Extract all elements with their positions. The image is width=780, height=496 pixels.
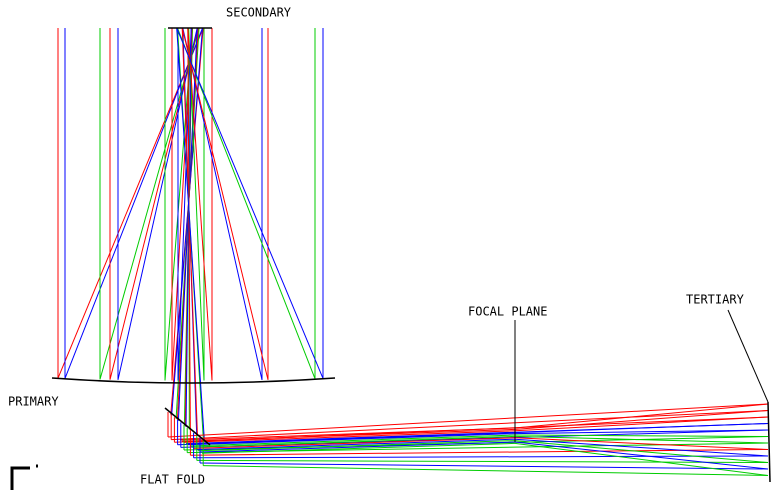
ray xyxy=(203,465,769,476)
ray xyxy=(201,442,516,454)
ray xyxy=(109,27,199,380)
ray xyxy=(196,459,769,463)
ray xyxy=(177,27,316,379)
ray xyxy=(514,437,769,450)
ray xyxy=(195,438,516,451)
ray xyxy=(193,437,516,449)
primary-mirror xyxy=(51,377,336,384)
ray xyxy=(514,429,769,435)
ray xyxy=(514,403,769,429)
ray xyxy=(514,438,769,457)
ray xyxy=(99,27,200,380)
ray xyxy=(64,27,203,379)
secondary-label: SECONDARY xyxy=(226,6,292,20)
ray xyxy=(174,416,769,443)
ray xyxy=(514,442,769,476)
ray xyxy=(187,433,516,446)
ray xyxy=(183,430,516,443)
corner-icon xyxy=(10,464,38,490)
tertiary-mirror xyxy=(767,401,771,483)
ray xyxy=(193,455,769,459)
focal-plane-label: FOCAL PLANE xyxy=(468,305,547,319)
rays xyxy=(57,27,769,476)
ray xyxy=(176,27,205,442)
ray xyxy=(189,434,516,447)
ray xyxy=(514,440,769,463)
ray xyxy=(514,441,769,470)
ray xyxy=(199,462,769,470)
tertiary-label: TERTIARY xyxy=(686,293,745,307)
ray xyxy=(514,416,769,432)
flat-fold-mirror xyxy=(164,407,211,446)
ray xyxy=(197,440,516,452)
ray xyxy=(187,27,213,381)
ray xyxy=(167,403,769,438)
ray xyxy=(514,435,769,444)
ray xyxy=(177,27,198,421)
primary-label: PRIMARY xyxy=(8,395,59,409)
tertiary-leader xyxy=(727,309,769,403)
ray xyxy=(199,441,516,453)
ray xyxy=(190,449,769,456)
ray xyxy=(187,27,191,431)
ray xyxy=(171,410,769,441)
ray xyxy=(191,435,516,448)
flat-fold-label: FLAT FOLD xyxy=(140,473,205,487)
ray xyxy=(514,423,769,433)
ray xyxy=(57,27,204,379)
ray xyxy=(188,27,205,381)
ray xyxy=(181,27,269,380)
ray xyxy=(514,434,769,437)
ray xyxy=(176,27,324,379)
ray xyxy=(185,431,516,445)
